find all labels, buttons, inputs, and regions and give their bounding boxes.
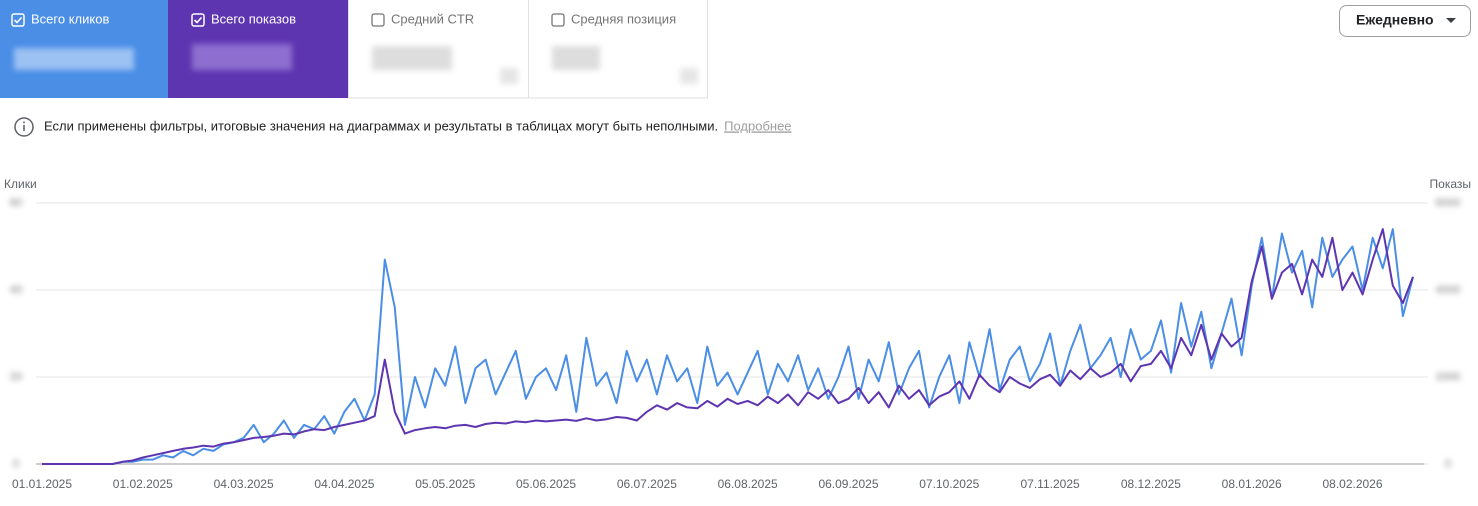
info-icon-bar (23, 125, 25, 131)
y-tick-label: 20 (10, 371, 22, 383)
y-tick-label: 0 (13, 458, 19, 470)
series-line (42, 228, 1414, 465)
check-mark (193, 16, 203, 24)
y2-tick-label: 4000 (1436, 284, 1460, 296)
y-axis-title: Клики (4, 177, 37, 191)
check-mark (13, 16, 23, 24)
x-tick-label: 04.03.2025 (214, 477, 274, 491)
metric-label: Средний CTR (391, 11, 474, 26)
y-tick-label: 60 (10, 197, 22, 209)
x-tick-label: 01.02.2025 (113, 477, 173, 491)
hidden-values (14, 44, 698, 84)
y2-tick-label: 2000 (1436, 371, 1460, 383)
metric-label: Средняя позиция (571, 11, 676, 26)
x-tick-label: 08.02.2026 (1322, 477, 1382, 491)
x-tick-label: 04.04.2025 (314, 477, 374, 491)
checkbox[interactable] (371, 13, 385, 27)
dropdown-arrow (1446, 18, 1456, 23)
x-tick-label: 06.07.2025 (617, 477, 677, 491)
info-icon-dot (23, 121, 25, 124)
x-tick-label: 05.05.2025 (415, 477, 475, 491)
x-tick-label: 06.09.2025 (818, 477, 878, 491)
legend-label: Всего показов (211, 11, 296, 26)
info-icon (14, 117, 34, 137)
x-tick-label: 07.10.2025 (919, 477, 979, 491)
y2-tick-label: 6000 (1436, 197, 1460, 209)
y2-tick-label: 0 (1445, 458, 1451, 470)
y2-axis-title: Показы (1430, 177, 1471, 191)
checkbox[interactable] (551, 13, 565, 27)
checkbox[interactable] (191, 13, 205, 27)
position-tile[interactable] (528, 0, 708, 99)
checkbox[interactable] (11, 13, 25, 27)
period-dropdown[interactable] (1339, 5, 1471, 37)
x-tick-label: 06.08.2025 (718, 477, 778, 491)
legend-label: Всего кликов (31, 11, 109, 26)
x-tick-label: 08.01.2026 (1222, 477, 1282, 491)
x-tick-label: 05.06.2025 (516, 477, 576, 491)
x-tick-label: 08.12.2025 (1121, 477, 1181, 491)
notice-link[interactable]: Подробнее (724, 118, 791, 133)
x-tick-label: 07.11.2025 (1021, 477, 1080, 491)
period-label: Ежедневно (1356, 12, 1434, 28)
x-tick-label: 01.01.2025 (12, 477, 72, 491)
y-tick-label: 40 (10, 284, 22, 296)
notice-text: Если применены фильтры, итоговые значени… (44, 118, 718, 133)
